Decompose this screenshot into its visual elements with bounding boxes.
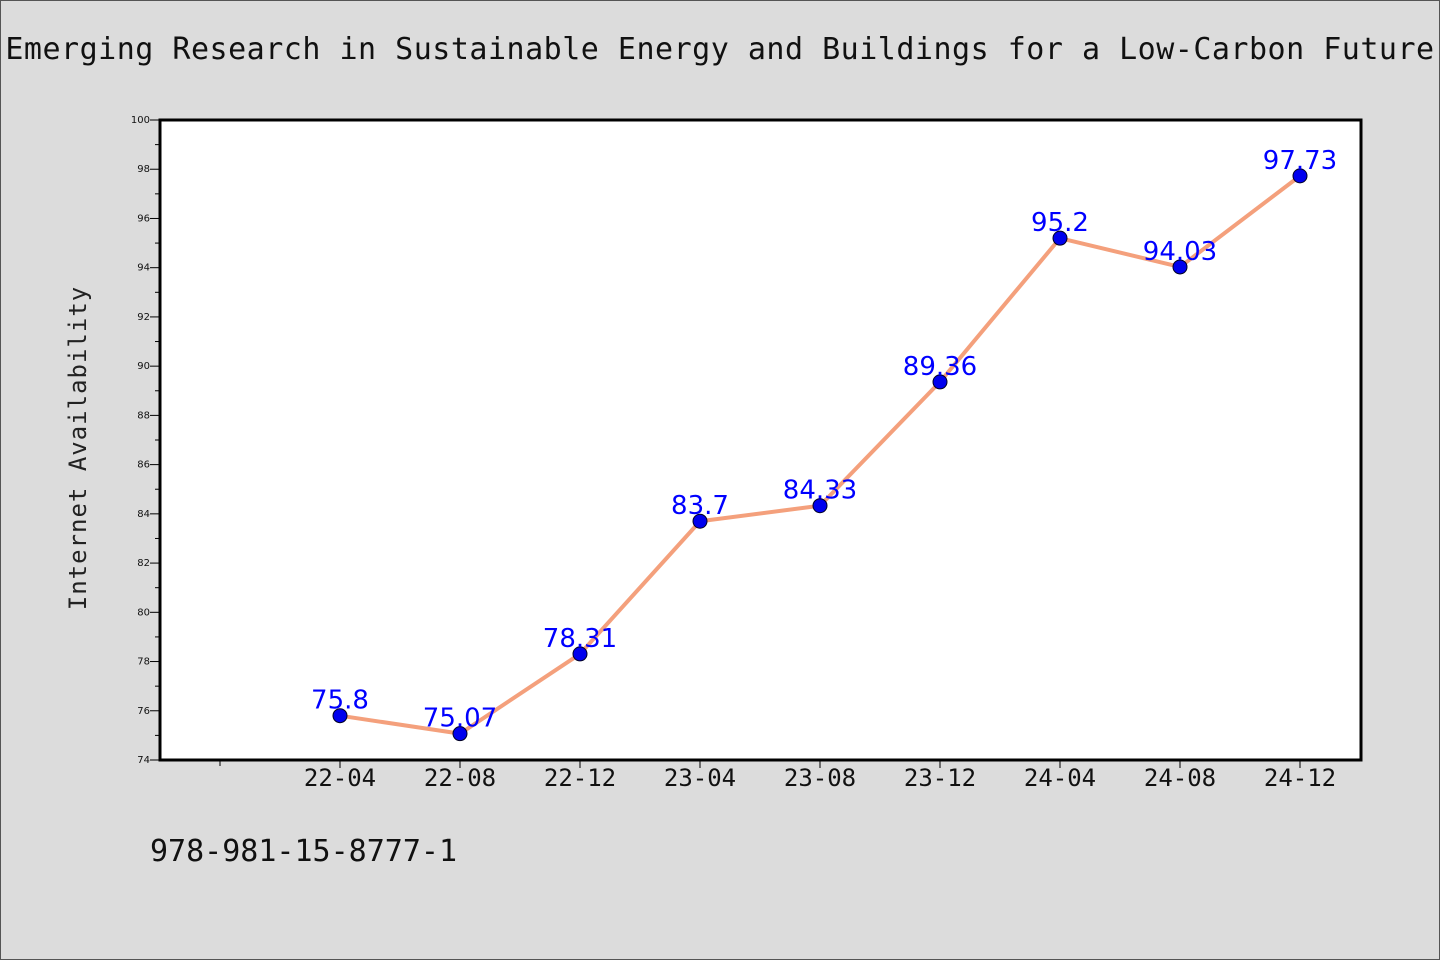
data-label: 95.2 (1031, 208, 1089, 238)
data-label: 97.73 (1263, 146, 1337, 176)
data-label: 89.36 (903, 352, 977, 382)
data-label: 83.7 (671, 491, 729, 521)
x-tick-label: 24-04 (1024, 764, 1096, 792)
x-tick-label: 24-08 (1144, 764, 1216, 792)
data-point (1052, 230, 1068, 246)
x-tick-label: 22-04 (304, 764, 376, 792)
data-point (1172, 259, 1188, 275)
y-tick-label: 86 (137, 460, 150, 471)
data-label: 78.31 (543, 624, 617, 654)
y-tick-label: 94 (137, 263, 150, 274)
data-point (1292, 168, 1308, 184)
data-label: 75.07 (423, 704, 497, 734)
data-label: 75.8 (311, 686, 369, 716)
data-label: 94.03 (1143, 237, 1217, 267)
y-tick-label: 100 (131, 115, 150, 126)
y-tick-label: 92 (137, 312, 150, 323)
y-tick-label: 90 (137, 361, 150, 372)
x-tick-label: 23-08 (784, 764, 856, 792)
data-point (932, 374, 948, 390)
data-point (452, 726, 468, 742)
data-point (572, 646, 588, 662)
y-tick-label: 98 (137, 164, 150, 175)
data-label: 84.33 (783, 476, 857, 506)
y-tick-label: 82 (137, 558, 150, 569)
isbn-text: 978-981-15-8777-1 (150, 834, 458, 869)
chart-title: Emerging Research in Sustainable Energy … (5, 32, 1435, 67)
y-tick-label: 88 (137, 410, 150, 421)
x-tick-label: 22-12 (544, 764, 616, 792)
x-tick-label: 23-12 (904, 764, 976, 792)
data-point (692, 513, 708, 529)
y-tick-label: 76 (137, 706, 150, 717)
x-tick-label: 24-12 (1264, 764, 1336, 792)
y-tick-label: 84 (137, 509, 150, 520)
x-axis: 22-04 22-08 22-12 23-04 23-08 23-12 24-04 24-08… (219, 760, 1336, 792)
y-tick-label: 78 (137, 657, 150, 668)
y-tick-label: 74 (137, 755, 150, 766)
y-tick-label: 80 (137, 607, 150, 618)
data-point (812, 498, 828, 514)
y-tick-label: 96 (137, 213, 150, 224)
x-tick-label: 22-08 (424, 764, 496, 792)
x-tick-label: 23-04 (664, 764, 736, 792)
y-axis: 74 76 78 80 82 84 86 88 90 92 94 96 98 100 (131, 115, 160, 766)
series-layer: 75.8 75.07 78.31 83.7 84.33 89.36 95.2 94.03 97.… (311, 146, 1337, 742)
data-point (332, 708, 348, 724)
plot-area (158, 118, 1363, 762)
